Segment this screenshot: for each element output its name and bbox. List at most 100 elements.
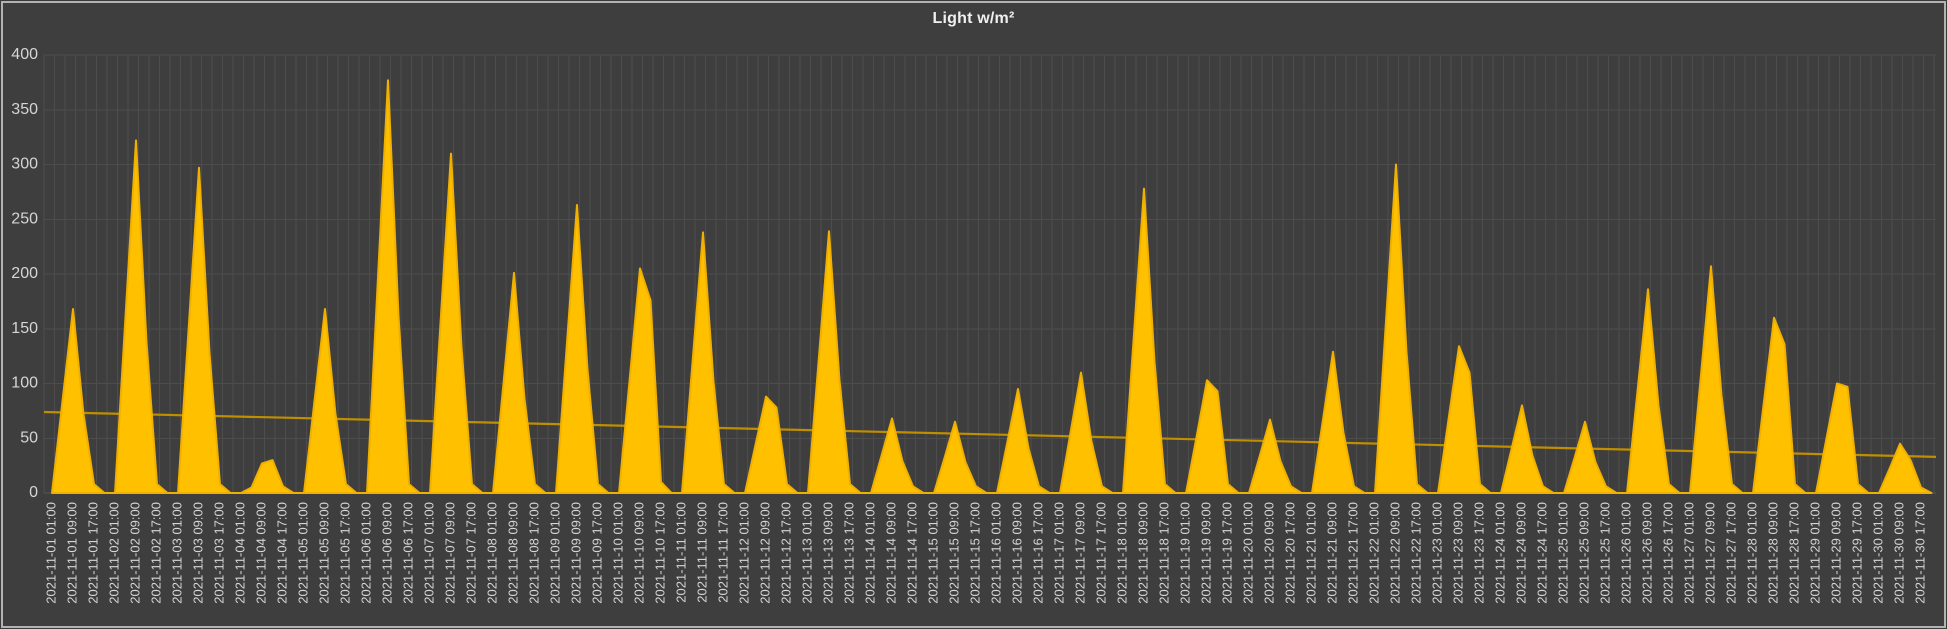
x-axis-label: 2021-11-27 17:00 [1723,502,1738,604]
x-axis-label: 2021-11-18 09:00 [1135,502,1150,604]
x-axis-label: 2021-11-15 17:00 [967,502,982,604]
x-axis-label: 2021-11-07 17:00 [463,502,478,604]
x-axis-label: 2021-11-13 09:00 [820,502,835,604]
x-axis-label: 2021-11-05 01:00 [295,502,310,604]
x-axis-label: 2021-11-05 17:00 [337,502,352,604]
x-axis-label: 2021-11-16 01:00 [988,502,1003,604]
x-axis-label: 2021-11-18 01:00 [1114,502,1129,604]
x-axis-label: 2021-11-13 17:00 [841,502,856,604]
x-axis-label: 2021-11-30 17:00 [1912,502,1927,604]
x-axis-label: 2021-11-03 01:00 [169,502,184,604]
x-axis-label: 2021-11-17 09:00 [1072,502,1087,604]
x-axis-label: 2021-11-29 17:00 [1849,502,1864,604]
x-axis-label: 2021-11-22 09:00 [1387,502,1402,604]
x-axis-label: 2021-11-17 01:00 [1051,502,1066,604]
x-axis-label: 2021-11-08 09:00 [505,502,520,604]
trendline [43,410,1937,458]
x-axis-label: 2021-11-02 17:00 [148,502,163,604]
x-axis-label: 2021-11-20 09:00 [1261,502,1276,604]
x-axis-label: 2021-11-20 17:00 [1282,502,1297,604]
x-axis-label: 2021-11-12 01:00 [736,502,751,604]
x-axis-label: 2021-11-26 17:00 [1660,502,1675,604]
x-axis-label: 2021-11-14 01:00 [862,502,877,604]
x-axis-label: 2021-11-16 09:00 [1009,502,1024,604]
x-axis-label: 2021-11-21 17:00 [1345,502,1360,604]
y-axis-label: 50 [20,429,38,446]
x-axis-label: 2021-11-03 09:00 [190,502,205,604]
x-axis-label: 2021-11-24 09:00 [1513,502,1528,604]
y-axis-label: 350 [11,101,38,118]
x-axis-label: 2021-11-04 01:00 [232,502,247,604]
x-axis-label: 2021-11-18 17:00 [1156,502,1171,604]
x-axis-label: 2021-11-11 01:00 [673,502,688,603]
y-axis-label: 250 [11,210,38,227]
x-axis-label: 2021-11-21 09:00 [1324,502,1339,604]
x-axis-label: 2021-11-08 01:00 [484,502,499,604]
y-axis-label: 400 [11,46,38,63]
x-axis-label: 2021-11-06 09:00 [379,502,394,604]
x-axis-label: 2021-11-06 17:00 [400,502,415,604]
x-axis-label: 2021-11-25 17:00 [1597,502,1612,604]
x-axis-label: 2021-11-19 09:00 [1198,502,1213,604]
x-axis-label: 2021-11-25 09:00 [1576,502,1591,604]
x-axis-label: 2021-11-04 09:00 [253,502,268,604]
x-axis-label: 2021-11-25 01:00 [1555,502,1570,604]
x-axis-label: 2021-11-27 09:00 [1702,502,1717,604]
x-axis-label: 2021-11-28 09:00 [1765,502,1780,604]
x-axis-label: 2021-11-27 01:00 [1681,502,1696,604]
x-axis-label: 2021-11-13 01:00 [799,502,814,604]
x-axis-label: 2021-11-15 01:00 [925,502,940,604]
x-axis-label: 2021-11-30 01:00 [1870,502,1885,604]
x-axis-label: 2021-11-01 17:00 [85,502,100,604]
x-axis-label: 2021-11-08 17:00 [526,502,541,604]
x-axis-label: 2021-11-12 17:00 [778,502,793,604]
x-axis-label: 2021-11-30 09:00 [1891,502,1906,604]
x-axis-label: 2021-11-14 17:00 [904,502,919,604]
light-area-series [51,79,1933,494]
x-axis-label: 2021-11-07 09:00 [442,502,457,604]
x-axis-label: 2021-11-01 01:00 [43,502,58,604]
y-axis-label: 300 [11,156,38,173]
y-axis-label: 150 [11,320,38,337]
x-axis-label: 2021-11-19 17:00 [1219,502,1234,604]
x-axis-label: 2021-11-10 09:00 [631,502,646,604]
y-axis-label: 100 [11,375,38,392]
x-axis-label: 2021-11-28 17:00 [1786,502,1801,604]
light-area-chart: 0 50 100 150 200 250 300 350 400 2021-11-01 01:00… [11,46,1937,604]
x-axis-label: 2021-11-03 17:00 [211,502,226,604]
x-axis-label: 2021-11-26 01:00 [1618,502,1633,604]
x-axis-label: 2021-11-28 01:00 [1744,502,1759,604]
x-axis-label: 2021-11-11 09:00 [694,502,709,603]
x-axis-label: 2021-11-29 01:00 [1807,502,1822,604]
x-axis-label: 2021-11-29 09:00 [1828,502,1843,604]
x-axis-label: 2021-11-23 17:00 [1471,502,1486,604]
x-axis-label: 2021-11-22 17:00 [1408,502,1423,604]
x-axis-label: 2021-11-09 17:00 [589,502,604,604]
x-axis-label: 2021-11-09 01:00 [547,502,562,604]
y-axis-label: 0 [29,484,38,501]
x-axis-label: 2021-11-02 01:00 [106,502,121,604]
x-axis-label: 2021-11-07 01:00 [421,502,436,604]
x-axis-label: 2021-11-15 09:00 [946,502,961,604]
x-axis-label: 2021-11-05 09:00 [316,502,331,604]
x-axis-label: 2021-11-19 01:00 [1177,502,1192,604]
x-axis-label: 2021-11-26 09:00 [1639,502,1654,604]
x-axis-label: 2021-11-20 01:00 [1240,502,1255,604]
y-axis-label: 200 [11,265,38,282]
x-axis-label: 2021-11-23 09:00 [1450,502,1465,604]
x-axis-label: 2021-11-06 01:00 [358,502,373,604]
x-axis-label: 2021-11-02 09:00 [127,502,142,604]
x-axis-label: 2021-11-17 17:00 [1093,502,1108,604]
x-axis-label: 2021-11-11 17:00 [715,502,730,603]
x-axis-label: 2021-11-23 01:00 [1429,502,1444,604]
x-axis-label: 2021-11-22 01:00 [1366,502,1381,604]
x-axis-label: 2021-11-24 17:00 [1534,502,1549,604]
x-axis-label: 2021-11-09 09:00 [568,502,583,604]
x-axis-label: 2021-11-01 09:00 [64,502,79,604]
x-axis-label: 2021-11-21 01:00 [1303,502,1318,604]
x-axis-label: 2021-11-10 17:00 [652,502,667,604]
chart-title: Light w/m² [932,10,1015,27]
x-axis-label: 2021-11-14 09:00 [883,502,898,604]
x-axis-label: 2021-11-10 01:00 [610,502,625,604]
x-axis-label: 2021-11-24 01:00 [1492,502,1507,604]
